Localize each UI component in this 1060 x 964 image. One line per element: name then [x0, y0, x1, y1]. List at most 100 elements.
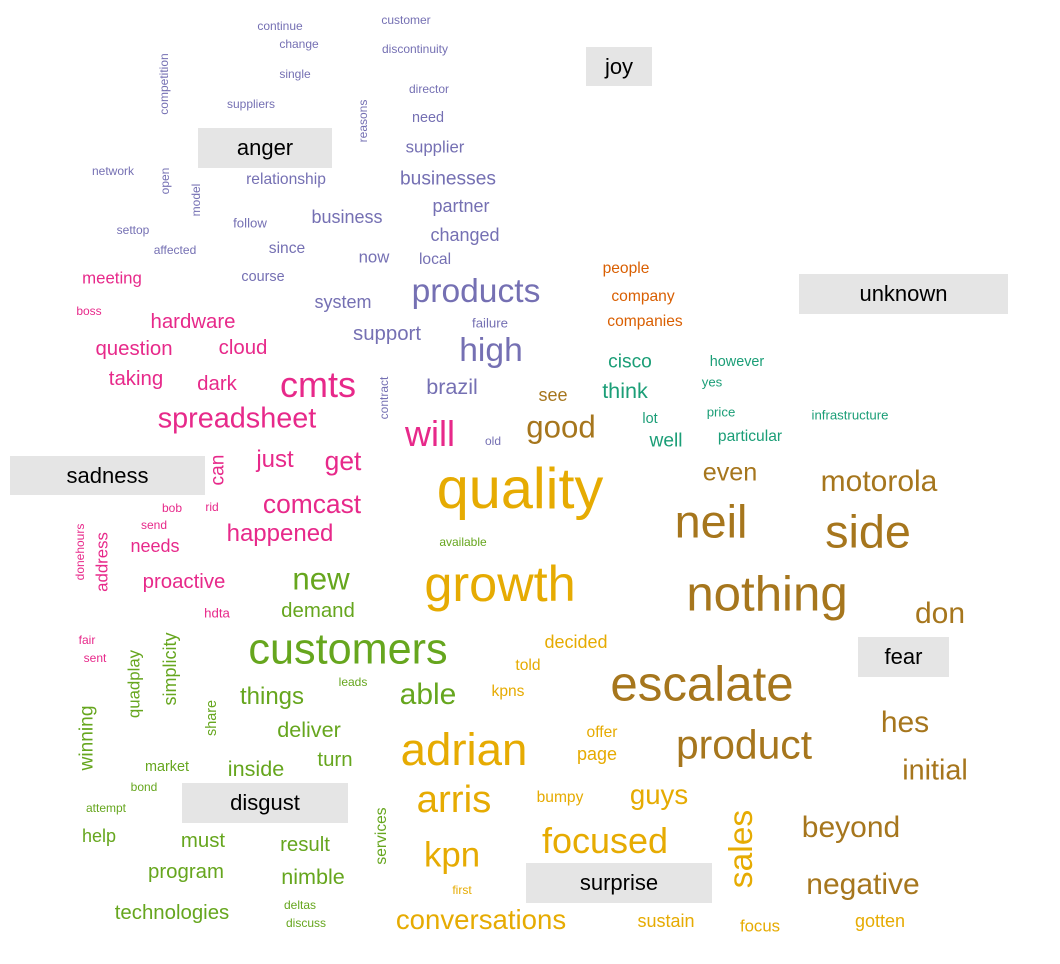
word-kpns: kpns: [491, 683, 525, 701]
category-label-joy: joy: [586, 47, 652, 86]
word-system: system: [314, 292, 372, 312]
word-cloud: cloud: [218, 336, 268, 359]
word-local: local: [418, 251, 452, 269]
word-motorola: motorola: [820, 465, 938, 498]
word-suppliers: suppliers: [226, 97, 276, 111]
word-just: just: [256, 446, 294, 473]
word-support: support: [352, 322, 422, 345]
word-share: share: [203, 700, 220, 736]
word-product: product: [675, 721, 813, 768]
word-course: course: [241, 268, 285, 285]
word-spreadsheet: spreadsheet: [157, 402, 317, 435]
word-brazil: brazil: [426, 374, 478, 400]
word-follow: follow: [233, 215, 267, 231]
word-inside: inside: [227, 756, 285, 782]
word-changed: changed: [430, 225, 500, 245]
word-send: send: [140, 518, 168, 532]
word-model: model: [189, 183, 203, 217]
word-available: available: [439, 535, 487, 549]
category-label-disgust: disgust: [182, 783, 348, 823]
word-lot: lot: [642, 410, 658, 427]
word-think: think: [602, 378, 648, 404]
word-yes: yes: [701, 374, 723, 390]
word-turn: turn: [317, 748, 353, 771]
word-particular: particular: [717, 428, 783, 446]
word-meeting: meeting: [82, 268, 142, 288]
word-neil: neil: [674, 495, 748, 548]
word-comcast: comcast: [262, 488, 362, 519]
word-kpn: kpn: [423, 835, 481, 875]
category-label-unknown: unknown: [799, 274, 1008, 314]
word-contract: contract: [377, 376, 391, 420]
word-will: will: [405, 413, 455, 454]
word-settop: settop: [116, 223, 150, 237]
word-focus: focus: [739, 916, 781, 936]
word-competition: competition: [157, 53, 171, 115]
word-hardware: hardware: [150, 310, 236, 333]
word-since: since: [268, 240, 306, 258]
word-change: change: [279, 37, 319, 51]
word-arris: arris: [416, 777, 492, 821]
word-able: able: [399, 678, 457, 711]
word-company: company: [611, 288, 675, 306]
word-need: need: [411, 109, 445, 126]
word-open: open: [158, 167, 172, 195]
word-discontinuity: discontinuity: [381, 42, 449, 56]
word-proactive: proactive: [142, 570, 226, 593]
word-companies: companies: [607, 313, 683, 331]
word-negative: negative: [806, 868, 920, 901]
word-offer: offer: [586, 724, 618, 742]
word-don: don: [914, 597, 966, 630]
word-boss: boss: [76, 304, 102, 318]
word-told: told: [515, 657, 541, 675]
word-get: get: [324, 445, 362, 476]
category-label-fear: fear: [858, 637, 949, 677]
word-sustain: sustain: [637, 911, 695, 931]
word-quadplay: quadplay: [124, 649, 144, 719]
word-reasons: reasons: [356, 99, 370, 143]
word-growth: growth: [424, 554, 576, 612]
word-needs: needs: [130, 536, 180, 556]
word-help: help: [81, 826, 117, 846]
word-failure: failure: [472, 315, 508, 331]
word-must: must: [180, 829, 226, 852]
word-first: first: [452, 883, 472, 897]
word-director: director: [408, 82, 450, 96]
word-simplicity: simplicity: [160, 632, 180, 706]
word-network: network: [91, 164, 135, 178]
word-discuss: discuss: [285, 916, 327, 930]
word-old: old: [484, 434, 502, 448]
word-sales: sales: [723, 809, 761, 889]
word-continue: continue: [257, 19, 303, 33]
word-program: program: [148, 860, 224, 883]
word-question: question: [95, 337, 173, 360]
word-good: good: [526, 409, 596, 445]
word-escalate: escalate: [610, 656, 794, 712]
word-adrian: adrian: [400, 724, 528, 776]
word-gotten: gotten: [854, 911, 906, 931]
word-see: see: [538, 385, 568, 405]
word-winning: winning: [76, 705, 98, 771]
word-single: single: [279, 67, 311, 81]
word-page: page: [576, 744, 618, 764]
word-deltas: deltas: [283, 898, 317, 912]
word-supplier: supplier: [405, 137, 465, 157]
word-well: well: [649, 430, 683, 452]
word-people: people: [602, 260, 650, 278]
word-products: products: [411, 273, 541, 311]
word-businesses: businesses: [400, 168, 496, 190]
word-dark: dark: [197, 372, 237, 395]
word-things: things: [239, 683, 305, 710]
word-affected: affected: [153, 243, 197, 257]
word-bumpy: bumpy: [536, 789, 584, 807]
word-address: address: [92, 532, 112, 592]
word-cmts: cmts: [280, 364, 356, 405]
word-result: result: [280, 833, 330, 856]
word-beyond: beyond: [801, 811, 901, 844]
word-hdta: hdta: [204, 605, 230, 621]
word-market: market: [145, 758, 189, 775]
word-relationship: relationship: [246, 171, 326, 189]
category-label-sadness: sadness: [10, 456, 205, 495]
word-attempt: attempt: [85, 801, 127, 815]
word-bond: bond: [130, 780, 158, 794]
